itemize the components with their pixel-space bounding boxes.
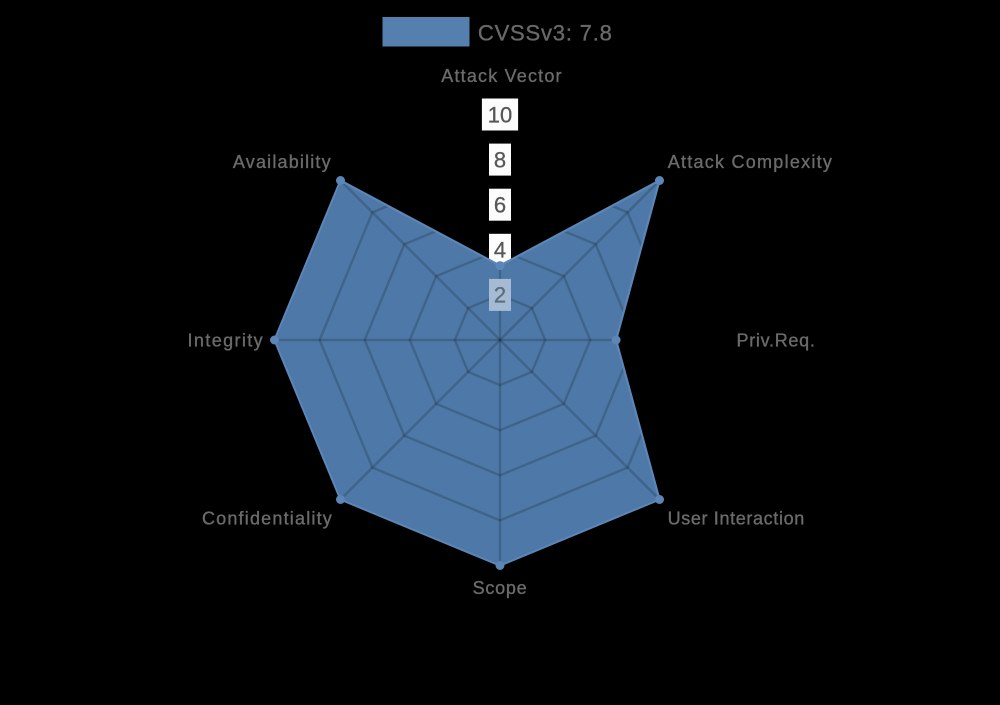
svg-text:8: 8 (494, 147, 506, 172)
svg-text:2: 2 (494, 283, 506, 308)
svg-text:4: 4 (494, 238, 506, 263)
svg-text:Priv.Req.: Priv.Req. (737, 330, 816, 350)
svg-text:Attack Complexity: Attack Complexity (668, 152, 833, 172)
svg-text:6: 6 (494, 193, 506, 218)
svg-text:Attack Vector: Attack Vector (441, 66, 562, 86)
svg-text:Confidentiality: Confidentiality (202, 508, 333, 528)
svg-text:CVSSv3: 7.8: CVSSv3: 7.8 (478, 21, 613, 46)
svg-text:Scope: Scope (473, 578, 528, 598)
svg-text:Availability: Availability (233, 152, 332, 172)
svg-text:10: 10 (488, 102, 512, 127)
svg-text:Integrity: Integrity (188, 330, 264, 350)
svg-text:User Interaction: User Interaction (668, 508, 805, 528)
